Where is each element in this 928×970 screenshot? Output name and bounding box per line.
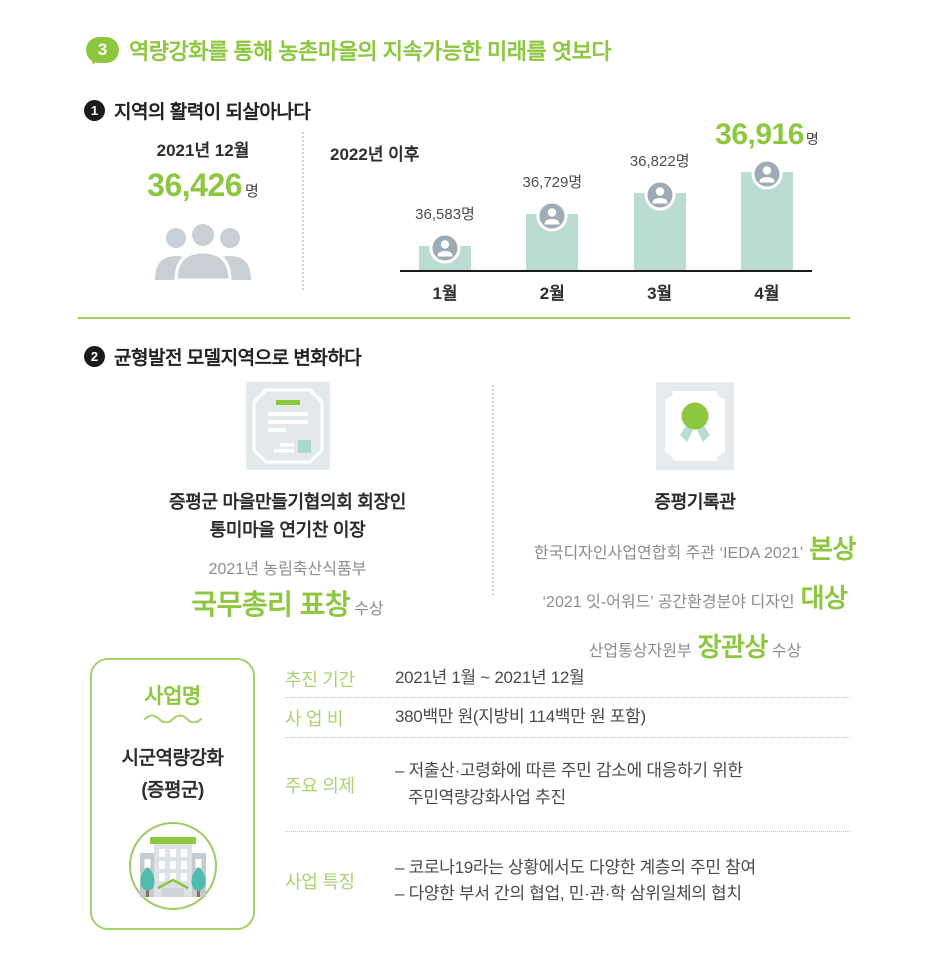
award-name: 장관상 <box>697 631 769 662</box>
person-circle-icon <box>644 179 676 211</box>
award-line: 산업통상자원부 장관상 수상 <box>500 627 890 664</box>
chart-plot-area: 36,583명 36,729명 36,822명 36,916 명 <box>400 118 819 272</box>
chart-bar-column: 36,916 명 <box>715 118 819 270</box>
population-bar-chart: 36,583명 36,729명 36,822명 36,916 명 1월 2월 3월 4월 <box>400 118 819 304</box>
bullet-1-icon: 1 <box>84 100 105 121</box>
row-label: 사업 특징 <box>285 872 355 892</box>
row-value-line: 380백만 원(지방비 114백만 원 포함) <box>395 707 646 727</box>
section1-heading: 1 지역의 활력이 되살아나다 <box>84 97 311 124</box>
table-row: 주요 의제 – 저출산·고령화에 따른 주민 감소에 대응하기 위한 주민역량강… <box>285 738 850 832</box>
population-before-block: 2021년 12월 36,426 명 <box>108 136 298 285</box>
chart-month-label: 1월 <box>432 284 458 303</box>
chart-month-label: 4월 <box>754 284 780 303</box>
row-value: 2021년 1월 ~ 2021년 12월 <box>395 665 585 691</box>
project-card-title: 사업명 <box>144 685 201 708</box>
chart-bar-column: 36,822명 <box>630 150 690 270</box>
badge-number: 3 <box>97 40 108 59</box>
row-value-line: – 저출산·고령화에 따른 주민 감소에 대응하기 위한 <box>395 761 743 781</box>
chart-bar <box>633 179 686 270</box>
page-title: 역량강화를 통해 농촌마을의 지속가능한 미래를 엿보다 <box>129 39 612 64</box>
vertical-dotted-divider <box>492 385 494 595</box>
chart-bar <box>419 232 471 270</box>
award-left-block: 증평군 마을만들기협의회 회장인 통미마을 연기찬 이장 2021년 농림축산식… <box>85 382 490 623</box>
award-name: 본상 <box>809 533 856 564</box>
people-group-icon <box>155 221 251 282</box>
section2-heading: 2 균형발전 모델지역으로 변화하다 <box>84 343 362 370</box>
chart-title: 2022년 이후 <box>330 145 420 164</box>
stat-unit: 명 <box>245 183 259 200</box>
award-name: 대상 <box>800 582 848 613</box>
project-name-line1: 시군역량강화 <box>121 748 224 769</box>
bar-value-label: 36,822명 <box>629 153 690 170</box>
row-label: 추진 기간 <box>285 669 355 690</box>
section2-heading-text: 균형발전 모델지역으로 변화하다 <box>114 348 362 369</box>
project-table: 추진 기간 2021년 1월 ~ 2021년 12월 사 업 비 380백만 원… <box>285 660 850 930</box>
bar-value-label: 36,916 명 <box>715 118 819 151</box>
section-number-badge: 3 <box>86 37 119 65</box>
chart-month-label: 2월 <box>539 284 565 303</box>
award-name: 국무총리 표창 <box>191 588 351 620</box>
medal-certificate-icon <box>656 382 734 470</box>
bar-value-label: 36,583명 <box>415 206 475 223</box>
section-divider-line <box>78 317 850 319</box>
award-source: 2021년 농림축산식품부 <box>208 560 367 578</box>
certificate-icon <box>245 382 330 470</box>
row-value: – 코로나19라는 상황에서도 다양한 계층의 주민 참여 – 다양한 부서 간… <box>395 855 756 908</box>
award-org-title: 증평기록관 <box>654 492 736 512</box>
row-value-line: – 다양한 부서 간의 협업, 민·관·학 삼위일체의 협치 <box>395 884 742 903</box>
building-circle <box>128 822 217 910</box>
chart-month-label: 3월 <box>647 284 673 303</box>
chart-bar-column: 36,583명 <box>415 203 475 270</box>
chart-bar <box>526 200 579 270</box>
table-row: 추진 기간 2021년 1월 ~ 2021년 12월 <box>285 660 850 698</box>
table-row: 사 업 비 380백만 원(지방비 114백만 원 포함) <box>285 698 850 738</box>
wavy-underline <box>143 714 202 723</box>
row-label: 주요 의제 <box>285 775 355 796</box>
building-icon <box>139 837 206 897</box>
chart-bar <box>740 158 793 270</box>
person-circle-icon <box>429 232 461 264</box>
chart-x-axis: 1월 2월 3월 4월 <box>400 279 812 304</box>
stat-value: 36,426 <box>147 167 243 203</box>
award-prefix: 산업통상자원부 <box>588 642 692 660</box>
row-label: 사 업 비 <box>285 708 344 729</box>
stat-number: 36,426 명 <box>108 167 298 204</box>
row-value: 380백만 원(지방비 114백만 원 포함) <box>395 704 646 730</box>
row-value: – 저출산·고령화에 따른 주민 감소에 대응하기 위한 주민역량강화사업 추진 <box>395 758 743 811</box>
award-prefix: 한국디자인사업연합회 주관 ‘IEDA 2021’ <box>534 544 804 562</box>
award-line: 한국디자인사업연합회 주관 ‘IEDA 2021’ 본상 <box>500 529 890 566</box>
award-line: ‘2021 잇-어워드’ 공간환경분야 디자인 대상 <box>500 578 890 615</box>
table-row: 사업 특징 – 코로나19라는 상황에서도 다양한 계층의 주민 참여 – 다양… <box>285 832 850 930</box>
chart-bar-column: 36,729명 <box>522 171 582 270</box>
award-right-block: 증평기록관 한국디자인사업연합회 주관 ‘IEDA 2021’ 본상 ‘2021 … <box>500 382 890 664</box>
award-recipient-line2: 통미마을 연기찬 이장 <box>209 519 366 540</box>
award-recipient-line1: 증평군 마을만들기협의회 회장인 <box>168 492 407 512</box>
vertical-dotted-divider <box>302 132 304 290</box>
row-value-line: – 코로나19라는 상황에서도 다양한 계층의 주민 참여 <box>395 857 756 877</box>
award-prefix: ‘2021 잇-어워드’ 공간환경분야 디자인 <box>542 593 795 611</box>
project-card: 사업명 시군역량강화 (증평군) <box>90 658 255 930</box>
bullet-2-icon: 2 <box>84 346 105 367</box>
page-header: 3 역량강화를 통해 농촌마을의 지속가능한 미래를 엿보다 <box>86 34 612 66</box>
award-name-line: 국무총리 표창 수상 <box>85 583 490 623</box>
project-name-line2: (증평군) <box>141 780 204 801</box>
bar-value-label: 36,729명 <box>522 174 583 191</box>
row-value-line: 주민역량강화사업 추진 <box>408 787 566 807</box>
row-value-line: 2021년 1월 ~ 2021년 12월 <box>395 668 585 688</box>
award-suffix: 수상 <box>354 600 384 618</box>
person-circle-icon <box>751 158 783 190</box>
section1-heading-text: 지역의 활력이 되살아나다 <box>114 102 311 123</box>
stat-date: 2021년 12월 <box>156 141 250 160</box>
award-suffix: 수상 <box>771 642 802 660</box>
person-circle-icon <box>536 200 568 232</box>
